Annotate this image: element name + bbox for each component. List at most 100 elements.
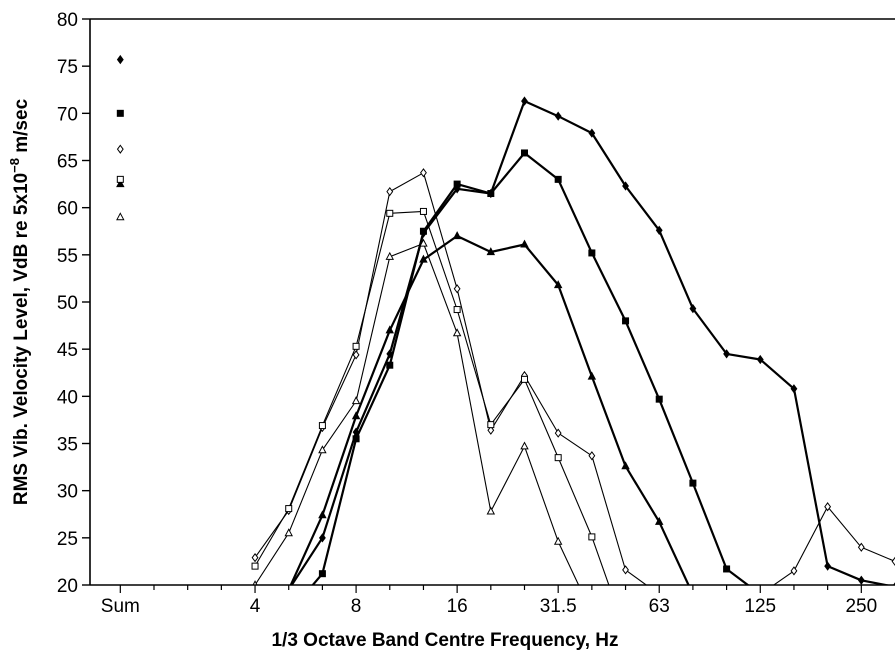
series-5-point-19 [858, 639, 864, 645]
series-5-point-6 [419, 207, 427, 215]
series-2-point-13 [655, 395, 663, 403]
series-1-point-12 [622, 181, 629, 191]
series-1-point-17 [790, 384, 798, 394]
x-tick-label-16: 16 [447, 596, 468, 617]
series-3-point-9 [520, 239, 529, 248]
series-5-point-16 [757, 639, 763, 645]
series-4-point-6 [420, 168, 427, 178]
y-tick-label-55: 55 [57, 246, 78, 267]
series-6-point-12 [622, 638, 629, 644]
series-3-point-13 [654, 516, 664, 525]
x-tick-label-63: 63 [649, 596, 670, 617]
x-tick-label-4: 4 [250, 596, 261, 617]
series-5-point-2 [285, 505, 293, 513]
series-2-point-10 [554, 175, 562, 183]
series-2-point-7 [453, 180, 461, 188]
series-3 [116, 179, 831, 630]
series-2-point-4 [352, 435, 360, 443]
series-2-point-3 [318, 570, 326, 578]
series-2-point-18 [825, 610, 831, 616]
series-2-point-17 [791, 601, 797, 607]
series-4-point-15 [724, 610, 730, 618]
y-axis-title-exponent: −8 [7, 158, 22, 173]
series-1-point-15 [723, 349, 731, 359]
series-5-point-8 [487, 421, 495, 429]
x-tick-label-8: 8 [351, 596, 362, 617]
y-tick-label-45: 45 [57, 340, 78, 361]
series-3-point-11 [587, 371, 597, 380]
series-5-line [254, 210, 610, 585]
y-tick-label-40: 40 [57, 387, 78, 408]
y-tick-label-70: 70 [57, 104, 78, 125]
series-4-point-4 [352, 350, 360, 360]
series-1-point-11 [588, 128, 596, 138]
series-5-point-14 [690, 639, 696, 645]
series-6-point-10 [553, 536, 563, 545]
y-tick-label-30: 30 [57, 482, 78, 503]
series-2-point-5 [386, 361, 394, 369]
series-2-point-8 [487, 190, 495, 198]
series-6-point-2 [284, 528, 293, 537]
y-tick-label-60: 60 [57, 199, 78, 220]
series-2-line [311, 151, 750, 585]
series-1-point-5 [386, 349, 394, 359]
series-5-point-11 [588, 533, 596, 541]
series-1 [116, 54, 895, 585]
series-4-point-19 [857, 542, 865, 552]
series-1-point-16 [756, 354, 764, 365]
series-4-line [254, 172, 895, 585]
series-1-point-3 [318, 533, 326, 543]
series-2-point-6 [419, 227, 427, 235]
series-5-point-7 [453, 306, 461, 314]
y-tick-label-50: 50 [57, 293, 78, 314]
series-6-point-19 [858, 638, 865, 644]
series-1-point-14 [689, 303, 697, 314]
series-6-line [254, 242, 580, 585]
series-6 [116, 212, 865, 644]
series-4-point-14 [690, 605, 696, 613]
series-3-sum-point [116, 179, 125, 188]
y-axis-title: RMS Vib. Velocity Level, VdB re 5x10−8 m… [7, 98, 32, 505]
series-6-point-18 [824, 638, 831, 644]
series-3-point-8 [486, 247, 496, 256]
y-axis-title-main: RMS Vib. Velocity Level, VdB re 5x10 [11, 173, 32, 505]
series-3-point-14 [690, 591, 697, 597]
series-4-point-17 [790, 566, 798, 576]
series-3-point-15 [723, 605, 730, 611]
series-4 [116, 144, 895, 618]
series-3-point-4 [351, 411, 361, 420]
series-4-point-11 [588, 451, 596, 461]
series-4-sum-point [116, 144, 124, 154]
series-6-sum-point [116, 212, 125, 221]
series-1-sum-point [116, 54, 124, 65]
x-tick-label-31.5: 31.5 [540, 596, 577, 617]
series-1-point-13 [655, 225, 663, 235]
series-6-point-13 [656, 638, 663, 644]
series-2-point-2 [286, 610, 292, 616]
series-6-point-3 [318, 445, 327, 454]
series-5-point-1 [251, 562, 259, 570]
series-layer [116, 54, 895, 645]
series-3-point-5 [385, 325, 395, 334]
x-tick-label-Sum: Sum [101, 596, 140, 617]
series-4-point-7 [453, 284, 461, 294]
y-tick-label-65: 65 [57, 152, 78, 173]
series-2-point-14 [689, 479, 697, 487]
series-2-point-11 [588, 249, 596, 257]
series-4-point-8 [487, 425, 495, 435]
y-ticks: 20 25 30 35 40 45 50 55 60 65 70 75 80 [57, 10, 90, 597]
series-6-point-4 [351, 396, 361, 405]
series-1-point-9 [521, 96, 528, 106]
series-6-point-6 [419, 238, 428, 247]
y-tick-label-20: 20 [57, 576, 78, 597]
series-3-point-18 [824, 610, 831, 616]
series-6-point-17 [791, 638, 798, 644]
series-6-point-14 [690, 638, 697, 644]
y-tick-label-35: 35 [57, 435, 78, 456]
x-tick-label-250: 250 [845, 596, 877, 617]
series-5-point-17 [791, 639, 797, 645]
series-3-point-1 [252, 624, 259, 630]
series-1-line [290, 99, 892, 585]
series-3-point-3 [318, 510, 327, 519]
series-4-point-1 [251, 553, 259, 563]
